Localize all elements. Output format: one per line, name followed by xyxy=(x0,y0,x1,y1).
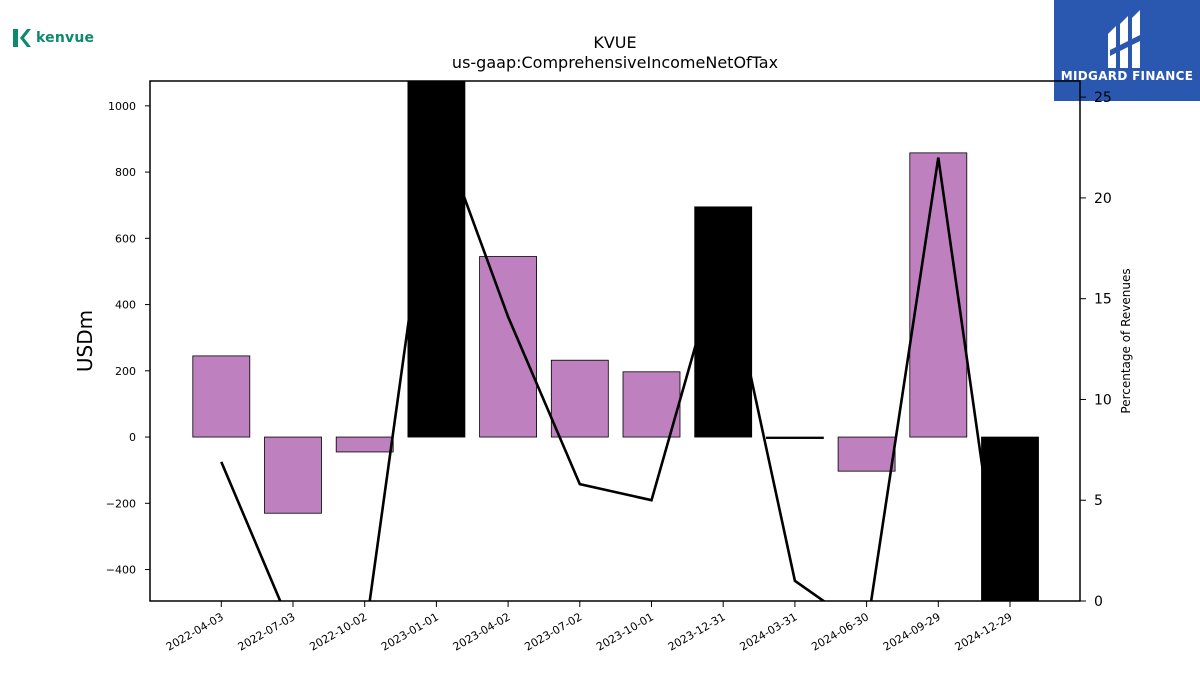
bar xyxy=(192,355,251,438)
kenvue-logo-mark-icon xyxy=(13,29,31,47)
y2-tick-label: 5 xyxy=(1094,493,1103,509)
x-tick-label: 2023-04-02 xyxy=(451,610,513,653)
y2-tick-label: 15 xyxy=(1094,292,1112,308)
bar xyxy=(766,436,824,439)
y-tick-label: 400 xyxy=(115,299,136,312)
bar xyxy=(550,359,609,438)
bar xyxy=(264,436,322,514)
y2-axis: 0 5 10 15 20 25 xyxy=(1080,90,1112,610)
x-tick-label: 2024-09-29 xyxy=(881,610,943,653)
y2-tick-label: 20 xyxy=(1094,191,1112,207)
y2-tick-label: 25 xyxy=(1094,90,1112,106)
x-tick-label: 2024-12-29 xyxy=(953,610,1015,653)
x-tick-label: 2024-06-30 xyxy=(809,610,871,653)
bar xyxy=(837,436,896,472)
y-tick-label: 600 xyxy=(115,232,136,245)
x-tick-label: 2023-07-02 xyxy=(522,610,584,653)
y-tick-label: 800 xyxy=(115,166,136,179)
y-tick-label: 0 xyxy=(129,431,136,444)
x-tick-label: 2023-12-31 xyxy=(666,610,728,653)
y2-tick-label: 0 xyxy=(1094,594,1103,610)
line-path xyxy=(220,120,1003,601)
bar xyxy=(694,206,753,438)
x-tick-label: 2022-07-03 xyxy=(236,610,298,653)
kenvue-logo-text: kenvue xyxy=(36,30,95,46)
x-tick-label: 2024-03-31 xyxy=(738,610,800,653)
y-axis: −400 −200 0 200 400 600 800 1000 xyxy=(106,100,150,577)
y-axis-label: USDm xyxy=(73,310,97,372)
plot-frame xyxy=(149,80,1081,602)
y-tick-label: −400 xyxy=(106,564,136,577)
midgard-finance-logo: MIDGARD FINANCE xyxy=(1054,0,1200,101)
bar xyxy=(407,81,466,438)
midgard-logo-text: MIDGARD FINANCE xyxy=(1060,69,1194,83)
x-tick-label: 2022-10-02 xyxy=(307,610,369,653)
midgard-logo-mark-icon xyxy=(1108,10,1146,68)
kenvue-logo: kenvue xyxy=(12,28,94,48)
chart-subtitle: us-gaap:ComprehensiveIncomeNetOfTax xyxy=(452,53,778,72)
chart-title: KVUE xyxy=(593,33,636,52)
x-tick-label: 2023-10-01 xyxy=(594,610,656,653)
bar xyxy=(622,371,681,438)
y2-tick-label: 10 xyxy=(1094,392,1112,408)
y-tick-label: 1000 xyxy=(108,100,136,113)
bar-series xyxy=(192,81,1039,601)
x-axis: 2022-04-03 2022-07-03 2022-10-02 2023-01-01… xyxy=(164,601,1015,654)
y-tick-label: 200 xyxy=(115,365,136,378)
y2-axis-label: Percentage of Revenues xyxy=(1119,268,1133,413)
line-series xyxy=(220,120,1003,601)
y-tick-label: −200 xyxy=(106,497,136,510)
bar xyxy=(335,436,394,453)
x-tick-label: 2022-04-03 xyxy=(164,610,226,653)
chart-title-group: KVUE us-gaap:ComprehensiveIncomeNetOfTax xyxy=(452,33,778,72)
bar xyxy=(479,256,538,438)
x-tick-label: 2023-01-01 xyxy=(379,610,441,653)
